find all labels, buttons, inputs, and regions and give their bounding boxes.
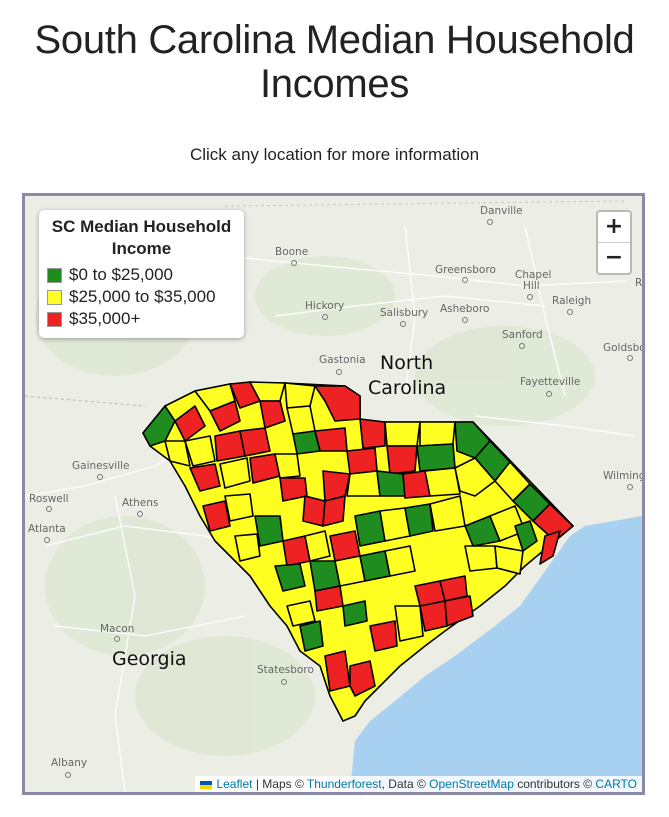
legend-item-mid: $25,000 to $35,000 [47, 286, 236, 308]
map-container[interactable]: Danville Boone Greensboro Chapel Hill Ral… [22, 193, 645, 795]
svg-text:Macon: Macon [100, 623, 134, 635]
page-subtitle: Click any location for more information [189, 145, 480, 164]
attribution-text: | Maps © [252, 777, 307, 791]
legend-swatch-green [47, 267, 62, 283]
svg-text:Gastonia: Gastonia [319, 354, 366, 366]
map-legend: SC Median Household Income $0 to $25,000… [39, 210, 244, 338]
svg-text:Statesboro: Statesboro [257, 664, 314, 676]
state-label-north-carolina-1: North [380, 352, 433, 374]
svg-text:R: R [635, 277, 642, 289]
thunderforest-link[interactable]: Thunderforest [306, 777, 382, 791]
svg-text:Roswell: Roswell [29, 493, 69, 505]
svg-text:Albany: Albany [51, 757, 87, 769]
ukraine-flag-icon [200, 780, 213, 789]
legend-swatch-yellow [47, 289, 62, 305]
attribution-text: , Data © [381, 777, 430, 791]
legend-swatch-red [47, 311, 62, 327]
legend-item-high: $35,000+ [47, 308, 236, 330]
svg-text:Gainesville: Gainesville [72, 460, 130, 472]
legend-label: $35,000+ [69, 309, 141, 328]
sc-choropleth [142, 381, 574, 722]
svg-text:Atlanta: Atlanta [28, 523, 66, 535]
attribution-text: contributors © [513, 777, 596, 791]
leaflet-link[interactable]: Leaflet [216, 777, 253, 791]
svg-text:Salisbury: Salisbury [380, 307, 428, 319]
zoom-out-button[interactable]: − [604, 245, 624, 270]
legend-item-low: $0 to $25,000 [47, 264, 236, 286]
svg-text:Wilmington: Wilmington [603, 470, 642, 482]
zoom-in-button[interactable]: + [598, 212, 630, 243]
state-label-north-carolina-2: Carolina [368, 377, 446, 399]
state-label-georgia: Georgia [112, 648, 187, 670]
svg-text:Raleigh: Raleigh [552, 295, 591, 307]
svg-text:Chapel: Chapel [515, 269, 551, 281]
svg-text:Asheboro: Asheboro [440, 303, 489, 315]
svg-text:Greensboro: Greensboro [435, 264, 496, 276]
zoom-control: + − [596, 210, 632, 275]
map-attribution: Leaflet | Maps © Thunderforest, Data © O… [195, 776, 642, 792]
svg-text:Fayetteville: Fayetteville [520, 376, 580, 388]
svg-text:Goldsboro: Goldsboro [603, 342, 642, 354]
legend-title: SC Median Household Income [51, 217, 232, 258]
svg-text:Danville: Danville [480, 205, 523, 217]
svg-text:Hickory: Hickory [305, 300, 344, 312]
carto-link[interactable]: CARTO [595, 777, 637, 791]
svg-text:Sanford: Sanford [502, 329, 543, 341]
openstreetmap-link[interactable]: OpenStreetMap [429, 777, 514, 791]
legend-label: $25,000 to $35,000 [69, 287, 216, 306]
legend-label: $0 to $25,000 [69, 265, 173, 284]
svg-text:Athens: Athens [122, 497, 158, 509]
svg-text:Boone: Boone [275, 246, 308, 258]
svg-text:Hill: Hill [523, 280, 540, 292]
page-title: South Carolina Median Household Incomes [34, 18, 635, 106]
